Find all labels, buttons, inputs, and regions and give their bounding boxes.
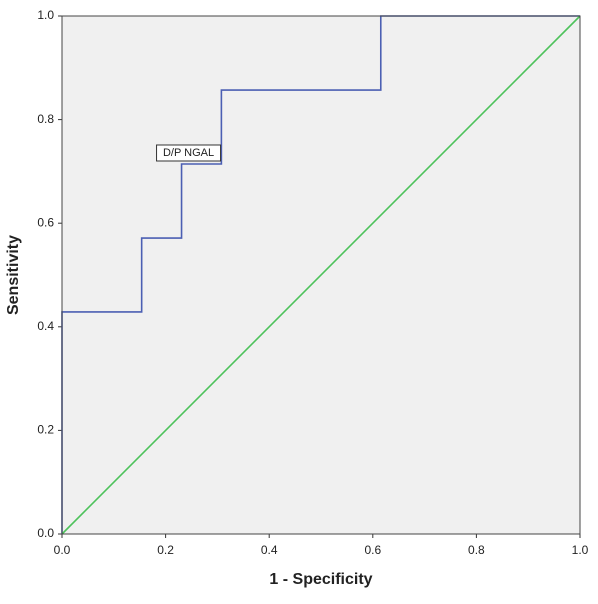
y-tick-label: 0.2 [37,423,54,437]
x-tick-label: 1.0 [572,543,589,557]
x-tick-label: 0.6 [364,543,381,557]
roc-curve [61,15,580,534]
reference-line [61,15,581,535]
annotation: D/P NGAL [163,147,214,159]
x-tick-label: 0.8 [468,543,485,557]
y-tick-label: 0.4 [37,319,54,333]
y-tick-label: 0.8 [37,112,54,126]
annotation-box [156,144,222,162]
y-axis-title: Sensitivity [5,235,22,315]
x-tick-label: 0.2 [157,543,174,557]
x-tick-label: 0.0 [54,543,71,557]
x-axis-title: 1 - Specificity [269,571,372,588]
y-tick-label: 0.0 [37,526,54,540]
y-tick-label: 0.6 [37,215,54,229]
y-tick-label: 1.0 [37,8,54,22]
plot-frame [61,15,581,535]
x-tick-label: 0.4 [261,543,278,557]
